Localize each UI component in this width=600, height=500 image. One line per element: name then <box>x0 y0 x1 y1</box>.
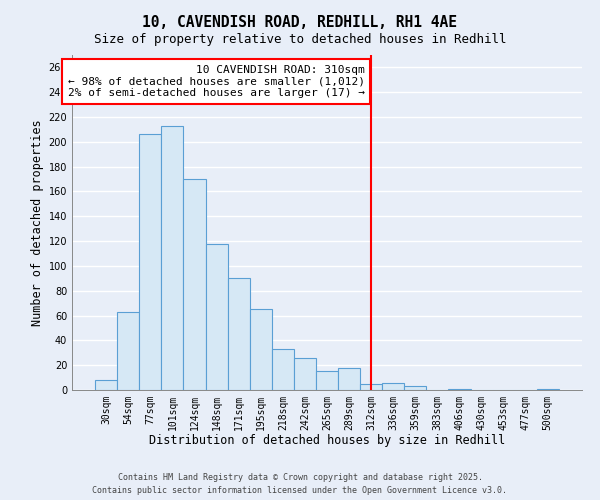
Text: Size of property relative to detached houses in Redhill: Size of property relative to detached ho… <box>94 32 506 46</box>
Bar <box>360 384 382 390</box>
Bar <box>272 349 294 390</box>
Bar <box>117 312 139 390</box>
Text: Contains HM Land Registry data © Crown copyright and database right 2025.
Contai: Contains HM Land Registry data © Crown c… <box>92 474 508 495</box>
Bar <box>338 368 360 390</box>
Y-axis label: Number of detached properties: Number of detached properties <box>31 119 44 326</box>
Text: 10, CAVENDISH ROAD, REDHILL, RH1 4AE: 10, CAVENDISH ROAD, REDHILL, RH1 4AE <box>143 15 458 30</box>
Bar <box>404 386 427 390</box>
Bar <box>206 244 227 390</box>
Text: 10 CAVENDISH ROAD: 310sqm
← 98% of detached houses are smaller (1,012)
2% of sem: 10 CAVENDISH ROAD: 310sqm ← 98% of detac… <box>68 65 365 98</box>
Bar <box>161 126 184 390</box>
Bar <box>382 382 404 390</box>
Bar <box>250 310 272 390</box>
Bar <box>316 372 338 390</box>
Bar <box>294 358 316 390</box>
X-axis label: Distribution of detached houses by size in Redhill: Distribution of detached houses by size … <box>149 434 505 448</box>
Bar <box>184 179 206 390</box>
Bar <box>537 389 559 390</box>
Bar <box>95 380 117 390</box>
Bar <box>139 134 161 390</box>
Bar <box>227 278 250 390</box>
Bar <box>448 389 470 390</box>
